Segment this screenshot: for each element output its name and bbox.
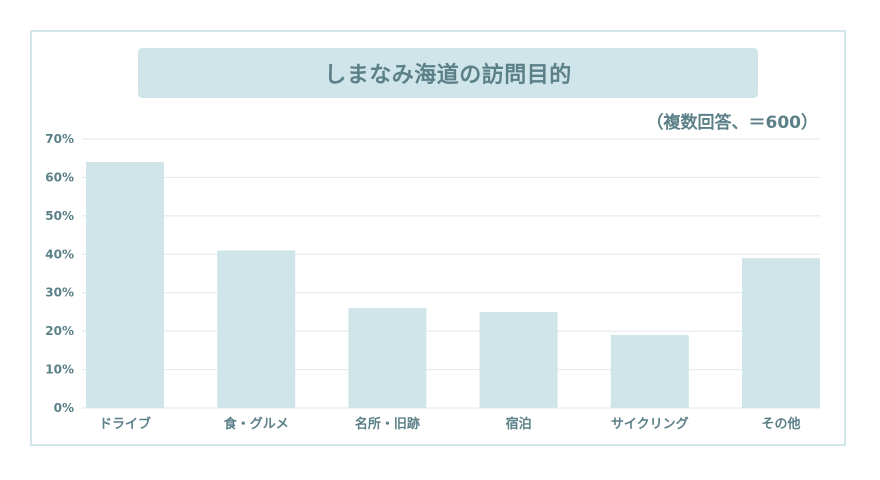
x-tick-label: 食・グルメ bbox=[224, 416, 289, 432]
bar bbox=[610, 334, 689, 408]
bar bbox=[479, 311, 558, 408]
bar bbox=[348, 308, 427, 408]
bar bbox=[742, 258, 820, 408]
x-tick-label: 宿泊 bbox=[506, 416, 532, 432]
x-tick-label: ドライブ bbox=[99, 416, 151, 432]
x-tick-label: その他 bbox=[761, 416, 800, 432]
x-tick-label: 名所・旧跡 bbox=[355, 416, 420, 432]
bar bbox=[217, 250, 296, 408]
y-tick-label: 20% bbox=[45, 324, 74, 338]
chart-frame bbox=[30, 30, 846, 446]
y-tick-label: 40% bbox=[45, 247, 74, 261]
y-tick-label: 70% bbox=[45, 132, 74, 146]
y-tick-label: 30% bbox=[45, 286, 74, 300]
x-tick-label: サイクリング bbox=[611, 416, 689, 432]
y-tick-label: 10% bbox=[45, 363, 74, 377]
chart-title: しまなみ海道の訪問目的 bbox=[138, 48, 758, 98]
bar bbox=[86, 162, 164, 408]
y-tick-label: 0% bbox=[54, 401, 74, 415]
y-tick-label: 50% bbox=[45, 209, 74, 223]
chart-note: （複数回答、＝600） bbox=[646, 113, 819, 133]
y-tick-label: 60% bbox=[45, 170, 74, 184]
